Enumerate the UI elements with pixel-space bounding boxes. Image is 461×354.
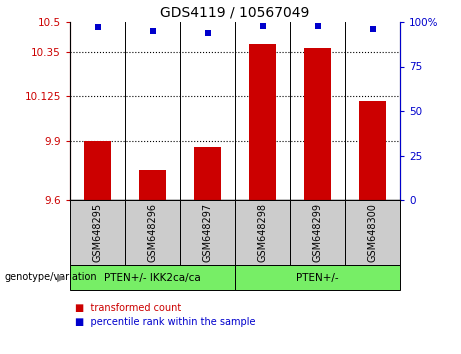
- Text: PTEN+/- IKK2ca/ca: PTEN+/- IKK2ca/ca: [104, 273, 201, 282]
- Title: GDS4119 / 10567049: GDS4119 / 10567049: [160, 5, 310, 19]
- Point: [94, 24, 101, 30]
- Point: [259, 23, 266, 28]
- Text: genotype/variation: genotype/variation: [5, 273, 97, 282]
- Point: [369, 26, 376, 32]
- Bar: [359, 101, 386, 200]
- Text: GSM648295: GSM648295: [93, 203, 102, 262]
- Bar: [249, 44, 276, 200]
- Text: GSM648296: GSM648296: [148, 203, 158, 262]
- Text: GSM648298: GSM648298: [258, 203, 267, 262]
- Text: ■  percentile rank within the sample: ■ percentile rank within the sample: [75, 317, 255, 327]
- Bar: [304, 48, 331, 200]
- Text: PTEN+/-: PTEN+/-: [296, 273, 339, 282]
- Text: GSM648297: GSM648297: [202, 203, 213, 262]
- Bar: [84, 141, 111, 200]
- Bar: [139, 170, 166, 200]
- Text: ▶: ▶: [57, 273, 65, 282]
- Text: ■  transformed count: ■ transformed count: [75, 303, 181, 313]
- Point: [204, 30, 211, 35]
- Text: GSM648299: GSM648299: [313, 203, 323, 262]
- Bar: [194, 147, 221, 200]
- Point: [314, 23, 321, 28]
- Point: [149, 28, 156, 34]
- Text: GSM648300: GSM648300: [367, 203, 378, 262]
